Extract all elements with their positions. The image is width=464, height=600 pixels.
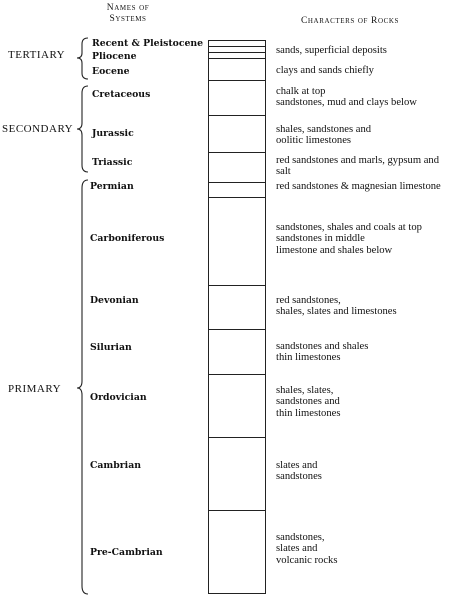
rock-description-recent-pleistocene: sands, superficial deposits (276, 45, 387, 56)
system-name-devonian: Devonian (90, 295, 139, 306)
system-name-pre-cambrian: Pre-Cambrian (90, 547, 163, 558)
system-name-eocene: Eocene (92, 66, 130, 77)
era-tertiary-label: TERTIARY (8, 49, 66, 61)
column-divider (209, 152, 265, 153)
system-name-carboniferous: Carboniferous (90, 233, 165, 244)
column-divider (209, 510, 265, 511)
rock-description-permian: red sandstones & magnesian limestone (276, 181, 441, 192)
system-name-silurian: Silurian (90, 342, 132, 353)
secondary-brace (76, 85, 89, 173)
rock-description-silurian: sandstones and shales thin limestones (276, 341, 369, 364)
stratigraphic-column (208, 40, 266, 594)
column-divider (209, 46, 265, 47)
column-divider (209, 115, 265, 116)
column-divider (209, 197, 265, 198)
system-name-recent-pleistocene: Recent & Pleistocene (92, 38, 204, 49)
column-divider (209, 329, 265, 330)
rock-description-pre-cambrian: sandstones, slates and volcanic rocks (276, 532, 338, 566)
system-name-pliocene: Pliocene (92, 51, 137, 62)
column-divider (209, 437, 265, 438)
rock-description-cretaceous: chalk at top sandstones, mud and clays b… (276, 86, 417, 109)
column-divider (209, 52, 265, 53)
column-divider (209, 182, 265, 183)
system-name-cambrian: Cambrian (90, 460, 141, 471)
era-secondary-label: SECONDARY (2, 123, 74, 135)
rock-description-jurassic: shales, sandstones and oolitic limestone… (276, 124, 372, 147)
column-divider (209, 58, 265, 59)
system-name-permian: Permian (90, 181, 134, 192)
system-name-jurassic: Jurassic (92, 128, 134, 139)
system-name-cretaceous: Cretaceous (92, 89, 151, 100)
system-name-triassic: Triassic (92, 157, 133, 168)
tertiary-brace (76, 37, 89, 80)
header-characters-of-rocks: Characters of Rocks (300, 16, 400, 26)
rock-description-triassic: red sandstones and marls, gypsum and sal… (276, 155, 439, 178)
rock-description-cambrian: slates and sandstones (276, 460, 322, 483)
primary-brace (76, 179, 89, 595)
rock-description-devonian: red sandstones, shales, slates and limes… (276, 295, 397, 318)
column-divider (209, 285, 265, 286)
era-primary-label: PRIMARY (8, 383, 62, 395)
rock-description-ordovician: shales, slates, sandstones and thin lime… (276, 385, 341, 419)
rock-description-carboniferous: sandstones, shales and coals at top sand… (276, 222, 422, 256)
column-divider (209, 374, 265, 375)
header-names-of-systems: Names of Systems (106, 3, 150, 24)
rock-description-eocene: clays and sands chiefly (276, 65, 374, 76)
column-divider (209, 80, 265, 81)
system-name-ordovician: Ordovician (90, 392, 147, 403)
